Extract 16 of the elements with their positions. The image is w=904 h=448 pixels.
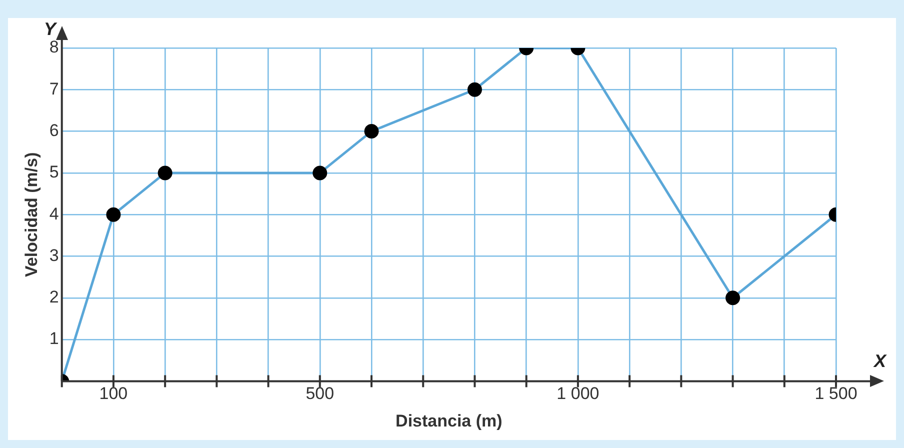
- y-tick-label: 7: [49, 79, 59, 98]
- y-tick-label: 3: [49, 246, 59, 265]
- text: Y: [44, 18, 58, 39]
- y-axis-title: Velocidad (m/s): [22, 152, 41, 277]
- y-tick-label: 1: [49, 329, 59, 348]
- y-tick-label: 6: [49, 120, 59, 140]
- y-tick-label: 5: [49, 162, 59, 182]
- x-tick-label: 1 500: [814, 384, 858, 404]
- x-tick-label: 1 000: [556, 384, 600, 404]
- text: X: [872, 351, 887, 372]
- x-tick-label: 100: [99, 384, 128, 404]
- x-axis-title: Distancia (m): [396, 411, 502, 430]
- y-tick-label: 2: [49, 288, 59, 307]
- x-tick-label: 500: [306, 384, 334, 404]
- y-tick-label: 4: [49, 204, 59, 224]
- y-tick-label: 8: [49, 38, 59, 57]
